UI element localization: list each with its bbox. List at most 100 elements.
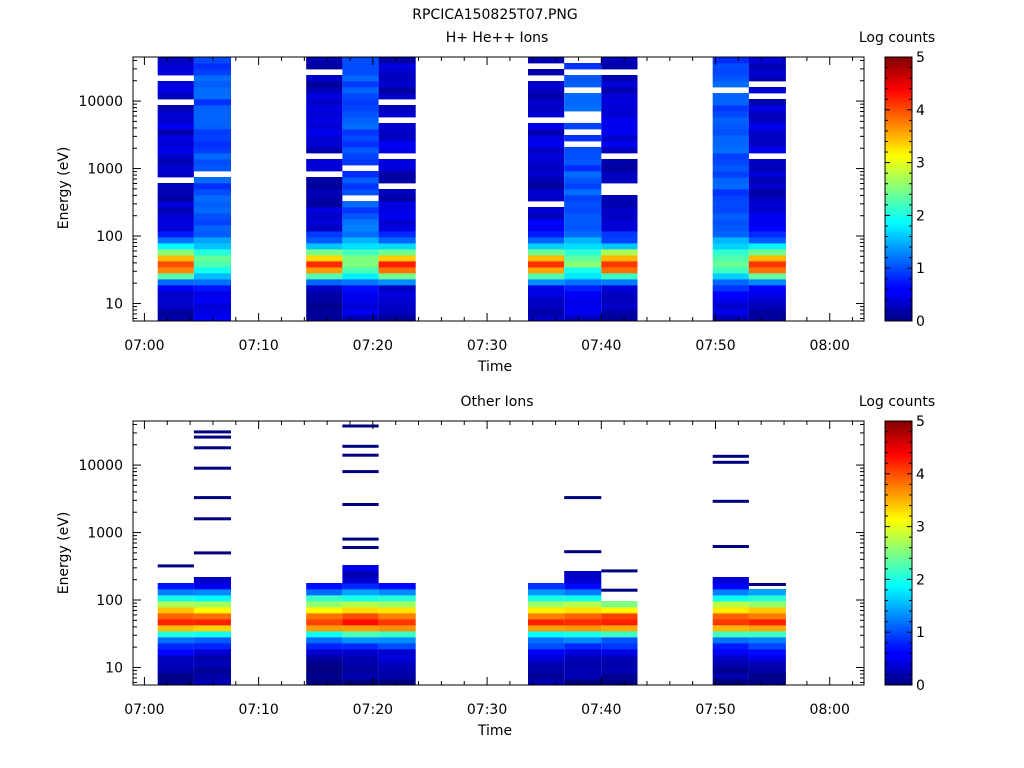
heatmap-cell: [342, 589, 379, 596]
heatmap-cell: [564, 643, 602, 650]
heatmap-cell: [378, 195, 416, 202]
heatmap-cell: [157, 631, 194, 638]
y-tick-label: 10: [105, 660, 123, 676]
heatmap-cell: [342, 111, 379, 118]
colorbar-tick-label: 3: [916, 520, 925, 536]
heatmap-cell: [601, 111, 638, 118]
heatmap-cell: [712, 679, 749, 686]
heatmap-cell: [712, 171, 749, 178]
heatmap-cell: [601, 601, 638, 608]
heatmap-cell: [564, 496, 602, 500]
heatmap-cell: [342, 201, 379, 208]
heatmap-cell: [712, 153, 749, 160]
heatmap-cell: [601, 588, 638, 592]
heatmap-cell: [528, 291, 565, 298]
heatmap-cell: [378, 63, 416, 70]
heatmap-cell: [306, 637, 343, 644]
heatmap-cell: [528, 57, 565, 64]
heatmap-cell: [193, 201, 231, 208]
heatmap-cell: [378, 649, 416, 656]
heatmap-cell: [157, 643, 194, 650]
heatmap-cell: [564, 631, 602, 638]
heatmap-cell: [193, 75, 231, 82]
heatmap-cell: [528, 673, 565, 680]
heatmap-cell: [157, 159, 194, 166]
heatmap-cell: [342, 213, 379, 220]
heatmap-cell: [601, 147, 638, 154]
heatmap-cell: [378, 303, 416, 310]
heatmap-cell: [157, 183, 194, 190]
heatmap-cell: [342, 631, 379, 638]
heatmap-cell: [157, 147, 194, 154]
heatmap-cell: [748, 87, 786, 94]
heatmap-cell: [342, 267, 379, 274]
heatmap-cell: [564, 637, 602, 644]
heatmap-cell: [564, 63, 602, 70]
colorbar-tick-label: 4: [916, 467, 925, 483]
heatmap-cell: [748, 189, 786, 196]
heatmap-cell: [342, 667, 379, 674]
heatmap-cell: [528, 105, 565, 112]
heatmap-cell: [378, 637, 416, 644]
heatmap-cell: [528, 153, 565, 160]
heatmap-cell: [748, 255, 786, 262]
heatmap-cell: [564, 577, 602, 584]
heatmap-cell: [342, 571, 379, 578]
heatmap-cell: [342, 643, 379, 650]
heatmap-cell: [306, 75, 343, 82]
heatmap-cell: [306, 165, 343, 172]
heatmap-cell: [157, 153, 194, 160]
y-tick-label: 1000: [87, 526, 123, 542]
heatmap-cell: [378, 619, 416, 626]
heatmap-cell: [748, 75, 786, 82]
heatmap-cell: [528, 99, 565, 106]
heatmap-cell: [712, 607, 749, 614]
heatmap-cell: [564, 147, 602, 154]
heatmap-cell: [528, 625, 565, 632]
heatmap-cell: [157, 637, 194, 644]
heatmap-cell: [712, 105, 749, 112]
heatmap-cell: [193, 231, 231, 238]
heatmap-cell: [342, 424, 379, 428]
heatmap-cell: [564, 273, 602, 280]
heatmap-cell: [601, 135, 638, 142]
heatmap-cell: [564, 649, 602, 656]
heatmap-cell: [712, 631, 749, 638]
heatmap-cell: [306, 129, 343, 136]
heatmap-cell: [748, 595, 786, 602]
heatmap-cell: [528, 589, 565, 596]
heatmap-cell: [748, 273, 786, 280]
heatmap-cell: [564, 99, 602, 106]
heatmap-cell: [193, 303, 231, 310]
heatmap-cell: [712, 225, 749, 232]
heatmap-cell: [378, 225, 416, 232]
heatmap-cell: [712, 207, 749, 214]
heatmap-cell: [748, 243, 786, 250]
heatmap-cell: [378, 613, 416, 620]
heatmap-cell: [306, 619, 343, 626]
heatmap-cell: [157, 195, 194, 202]
heatmap-cell: [748, 667, 786, 674]
heatmap-cell: [528, 679, 565, 686]
heatmap-cell: [748, 117, 786, 124]
heatmap-cell: [712, 315, 749, 322]
heatmap-cell: [342, 655, 379, 662]
heatmap-cell: [157, 291, 194, 298]
heatmap-cell: [748, 249, 786, 256]
heatmap-cell: [342, 225, 379, 232]
heatmap-cell: [378, 589, 416, 596]
heatmap-cell: [342, 279, 379, 286]
heatmap-cell: [342, 129, 379, 136]
heatmap-cell: [528, 661, 565, 668]
heatmap-cell: [342, 57, 379, 64]
heatmap-cell: [748, 285, 786, 292]
heatmap-cell: [564, 595, 602, 602]
y-tick-label: 10000: [78, 458, 123, 474]
heatmap-cell: [564, 105, 602, 112]
heatmap-cell: [712, 667, 749, 674]
heatmap-cell: [712, 303, 749, 310]
heatmap-cell: [378, 105, 416, 112]
heatmap-cell: [193, 147, 231, 154]
heatmap-cell: [564, 673, 602, 680]
heatmap-cell: [342, 309, 379, 316]
